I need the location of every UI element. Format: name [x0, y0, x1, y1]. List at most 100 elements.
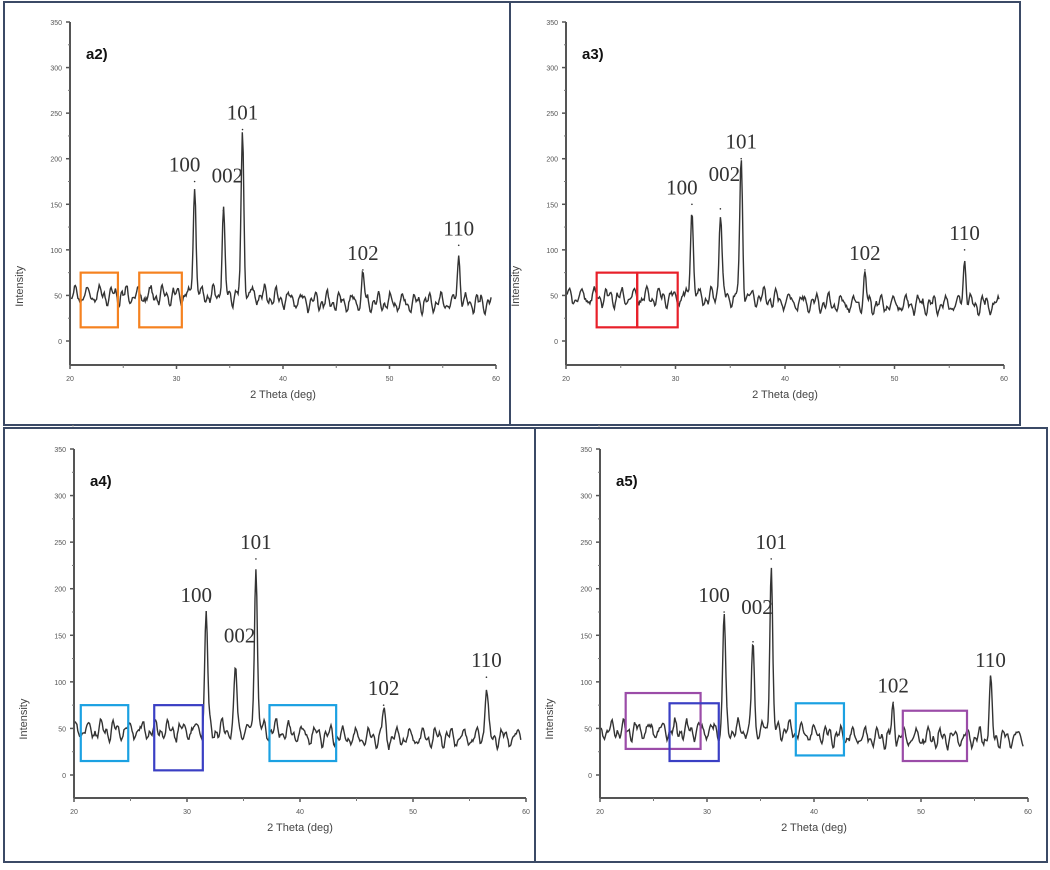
- y-axis-label: Intensity: [544, 698, 556, 739]
- peak-point-110: [989, 676, 992, 678]
- panel-frame: [3, 427, 536, 863]
- y-axis-label: Intensity: [18, 698, 30, 739]
- peak-point-101: [255, 558, 257, 560]
- panel-label: a3): [582, 46, 604, 63]
- panel-frame: [509, 1, 1021, 426]
- y-tick-label: 0: [554, 339, 558, 346]
- x-tick-label: 40: [279, 376, 287, 383]
- peak-label-102: 102: [849, 241, 881, 265]
- peak-label-002: 002: [741, 595, 773, 619]
- x-tick-label: 40: [781, 376, 789, 383]
- peak-label-101: 101: [227, 101, 259, 125]
- x-tick-label: 20: [66, 376, 74, 383]
- peak-label-110: 110: [443, 216, 474, 240]
- x-axis-label: 2 Theta (deg): [781, 822, 847, 834]
- x-tick-label: 20: [562, 376, 570, 383]
- peak-point-100: [691, 203, 693, 206]
- y-tick-label: 300: [546, 66, 558, 73]
- peak-label-100: 100: [666, 175, 698, 199]
- x-tick-label: 60: [492, 376, 500, 383]
- panel-label: a5): [616, 473, 638, 490]
- x-tick-label: 60: [1000, 376, 1008, 383]
- peak-label-102: 102: [347, 241, 379, 265]
- highlight-box: [79, 704, 130, 763]
- x-tick-label: 50: [917, 809, 925, 816]
- highlight-box: [794, 702, 846, 757]
- y-tick-label: 100: [54, 680, 66, 687]
- y-tick-label: 100: [546, 248, 558, 255]
- y-tick-label: 150: [580, 633, 592, 640]
- y-tick-label: 0: [588, 773, 592, 780]
- panel-label: a4): [90, 473, 112, 490]
- peak-point-002: [752, 641, 754, 643]
- peak-point-101: [770, 558, 772, 560]
- peak-point-102: [864, 269, 866, 271]
- highlight-box: [668, 702, 720, 763]
- y-axis-label: Intensity: [14, 265, 26, 306]
- y-tick-label: 350: [54, 447, 66, 454]
- panel-frame: [3, 1, 511, 426]
- peak-point-100: [205, 611, 208, 613]
- peak-point-100: [193, 180, 196, 183]
- peak-label-002: 002: [212, 164, 244, 188]
- y-tick-label: 100: [50, 248, 62, 255]
- peak-point-102: [362, 269, 364, 271]
- peak-label-101: 101: [725, 130, 757, 154]
- y-tick-label: 250: [546, 111, 558, 118]
- x-axis-label: 2 Theta (deg): [250, 389, 316, 401]
- x-tick-label: 60: [1024, 809, 1032, 816]
- highlight-box: [268, 704, 338, 763]
- peak-point-101: [740, 157, 742, 160]
- peak-label-100: 100: [169, 153, 201, 177]
- y-tick-label: 300: [580, 494, 592, 501]
- peak-point-002: [234, 669, 237, 672]
- x-tick-label: 30: [183, 809, 191, 816]
- peak-label-110: 110: [975, 648, 1006, 672]
- y-tick-label: 50: [54, 293, 62, 300]
- chart-panel-a5: 0 50 100 150 200 250 300 350 20 30 40 50 60 2 Theta (…: [534, 425, 1048, 863]
- peak-point-101: [241, 128, 244, 131]
- x-tick-label: 30: [703, 809, 711, 816]
- peak-point-102: [892, 701, 894, 704]
- peak-point-110: [485, 676, 488, 678]
- peak-point-102: [382, 704, 385, 706]
- y-tick-label: 300: [50, 66, 62, 73]
- x-tick-label: 20: [596, 809, 604, 816]
- xrd-series-line: [70, 132, 492, 318]
- y-tick-label: 50: [58, 726, 66, 733]
- chart-panel-a4: 0 50 100 150 200 250 300 350 20 30 40 50 60 2 Theta (…: [3, 425, 536, 863]
- y-tick-label: 250: [54, 540, 66, 547]
- peak-point-110: [457, 244, 460, 247]
- x-tick-label: 40: [296, 809, 304, 816]
- peak-label-101: 101: [755, 530, 787, 554]
- y-tick-label: 350: [580, 447, 592, 454]
- y-tick-label: 100: [580, 680, 592, 687]
- x-tick-label: 50: [409, 809, 417, 816]
- x-tick-label: 20: [70, 809, 78, 816]
- panel-label: a2): [86, 46, 108, 63]
- highlight-box: [153, 704, 204, 772]
- highlight-box: [901, 709, 969, 763]
- chart-panel-a2: 0 50 100 150 200 250 300 350 20 30 40 50 60 2 Theta (…: [3, 1, 511, 426]
- peak-point-002: [222, 209, 225, 212]
- panel-frame: [534, 427, 1048, 863]
- chart-panel-a3: 0 50 100 150 200 250 300 350 20 30 40 50 60 2 Theta (…: [509, 1, 1021, 426]
- peak-label-101: 101: [240, 530, 272, 554]
- x-tick-label: 30: [672, 376, 680, 383]
- peak-point-002: [719, 208, 722, 210]
- peak-label-100: 100: [180, 583, 212, 607]
- peak-label-002: 002: [709, 162, 741, 186]
- xrd-series-line: [566, 160, 1000, 318]
- peak-label-110: 110: [949, 221, 980, 245]
- x-tick-label: 60: [522, 809, 530, 816]
- y-tick-label: 50: [550, 293, 558, 300]
- peak-label-100: 100: [698, 583, 730, 607]
- y-tick-label: 150: [50, 202, 62, 209]
- x-tick-label: 50: [386, 376, 394, 383]
- x-tick-label: 40: [810, 809, 818, 816]
- y-tick-label: 50: [584, 726, 592, 733]
- highlight-box: [624, 691, 702, 751]
- xrd-series-line: [600, 567, 1024, 751]
- highlight-box: [79, 271, 120, 329]
